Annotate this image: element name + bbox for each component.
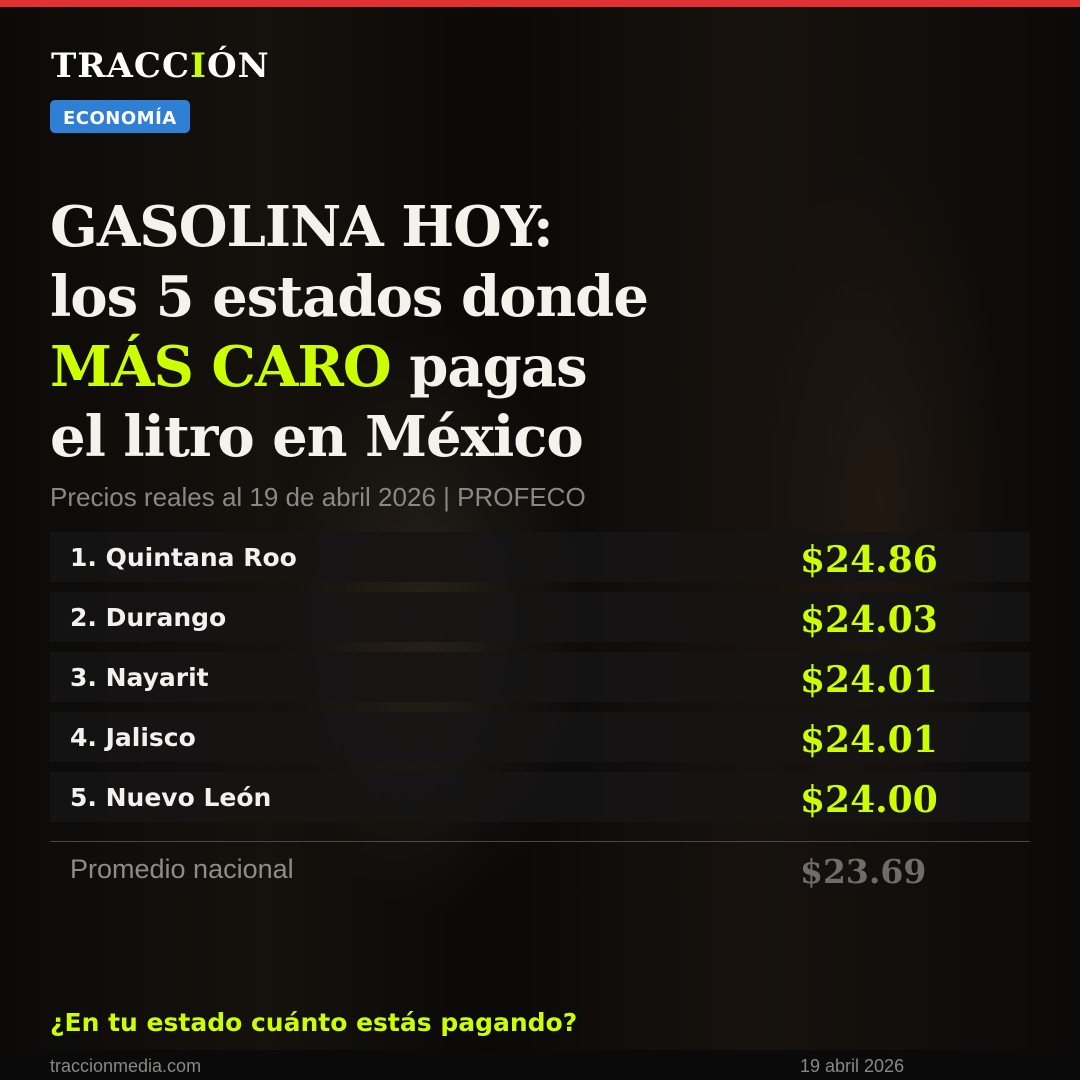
state-name: 5. Nuevo León: [70, 782, 272, 812]
headline-highlight: MÁS CARO: [50, 334, 392, 400]
logo-text: TRACC: [51, 46, 191, 86]
state-name: 2. Durango: [70, 602, 227, 632]
state-price: $24.86: [800, 539, 938, 581]
ranking-row: 5. Nuevo León $24.00: [50, 772, 1030, 822]
headline: GASOLINA HOY: los 5 estados donde MÁS CA…: [50, 192, 649, 472]
divider: [50, 841, 1030, 842]
ranking-row: 4. Jalisco $24.01: [50, 712, 1030, 762]
website-link[interactable]: traccionmedia.com: [50, 1056, 202, 1076]
national-average-row: Promedio nacional $23.69: [50, 850, 1030, 891]
state-name: 1. Quintana Roo: [70, 542, 297, 572]
ranking-row: 3. Nayarit $24.01: [50, 652, 1030, 702]
average-label: Promedio nacional: [70, 854, 294, 884]
headline-line: GASOLINA HOY:: [50, 194, 554, 260]
section-badge: ECONOMÍA: [50, 100, 190, 133]
subtitle: Precios reales al 19 de abril 2026 | PRO…: [50, 482, 586, 512]
logo-text-end: ÓN: [206, 46, 270, 86]
state-name: 3. Nayarit: [70, 662, 209, 692]
footer-date: 19 abril 2026: [800, 1056, 905, 1076]
state-price: $24.00: [800, 779, 938, 821]
logo-highlight: I: [190, 46, 207, 86]
ranking-row: 2. Durango $24.03: [50, 592, 1030, 642]
brand-logo: TRACCIÓN: [51, 46, 270, 86]
top-accent-bar: [0, 0, 1080, 7]
ranking-list: 1. Quintana Roo $24.86 2. Durango $24.03 3…: [50, 532, 1030, 832]
state-name: 4. Jalisco: [70, 722, 196, 752]
headline-line: el litro en México: [50, 404, 584, 470]
state-price: $24.03: [800, 599, 938, 641]
state-price: $24.01: [800, 719, 938, 761]
average-price: $23.69: [800, 852, 927, 891]
headline-line: MÁS CARO pagas: [50, 332, 648, 402]
headline-text: pagas: [390, 334, 587, 400]
headline-line: los 5 estados donde: [50, 264, 649, 330]
footer: traccionmedia.com 19 abril 2026: [0, 1050, 1080, 1080]
ranking-row: 1. Quintana Roo $24.86: [50, 532, 1030, 582]
state-price: $24.01: [800, 659, 938, 701]
call-to-action: ¿En tu estado cuánto estás pagando?: [50, 1008, 578, 1037]
